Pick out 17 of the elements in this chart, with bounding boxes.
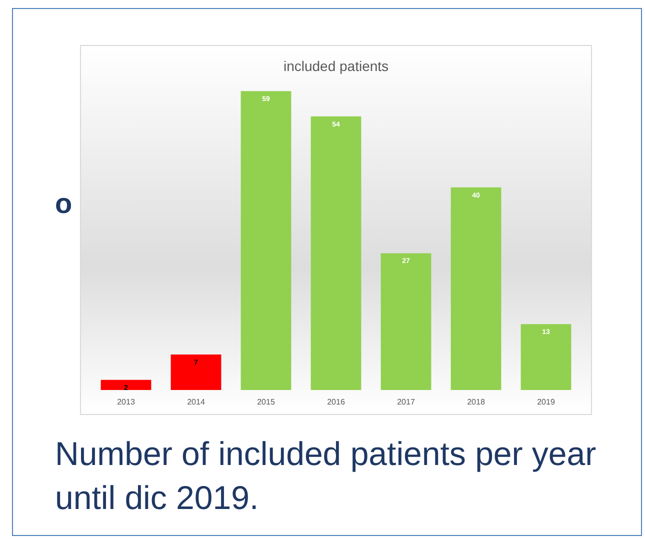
bar — [450, 187, 502, 390]
bar — [380, 253, 432, 390]
bar — [170, 354, 222, 390]
x-tick-label: 2013 — [117, 398, 136, 406]
chart-title: included patients — [283, 58, 389, 74]
bar — [310, 116, 362, 390]
x-tick-label: 2018 — [467, 398, 486, 406]
x-tick-label: 2016 — [327, 398, 346, 406]
bar — [240, 91, 292, 390]
text: o — [55, 188, 72, 220]
text: Number of included patients per year until dic 2019. — [55, 434, 598, 518]
bar — [100, 380, 152, 390]
x-tick-label: 2014 — [187, 398, 206, 406]
x-tick-label: 2015 — [257, 398, 276, 406]
x-tick-label: 2019 — [537, 398, 556, 406]
x-tick-label: 2017 — [397, 398, 416, 406]
bar — [520, 324, 572, 390]
